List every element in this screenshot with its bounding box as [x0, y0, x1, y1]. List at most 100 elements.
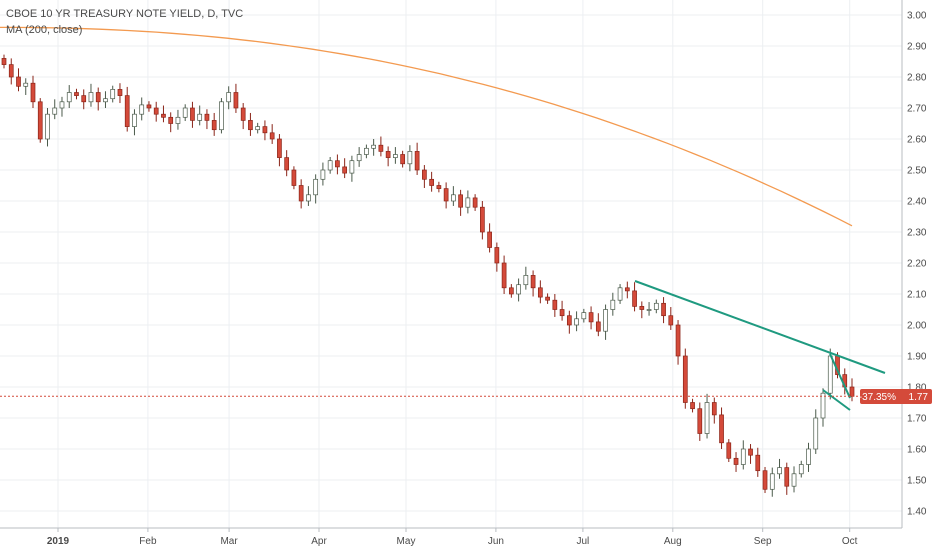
candle[interactable] [762, 466, 768, 494]
trendline-upper[interactable] [634, 280, 886, 374]
candle[interactable] [653, 299, 659, 314]
candle[interactable] [248, 112, 253, 136]
candle[interactable] [769, 467, 775, 497]
candle[interactable] [124, 86, 130, 132]
y-axis[interactable]: 3.00 2.90 2.80 2.70 2.60 2.50 2.40 2.30 2.20 2.10… [907, 11, 927, 518]
candle[interactable] [740, 440, 746, 470]
candle[interactable] [349, 155, 355, 182]
candle[interactable] [704, 393, 710, 439]
candle[interactable] [451, 186, 456, 206]
candle[interactable] [327, 156, 333, 174]
candle[interactable] [429, 171, 434, 192]
candle[interactable] [581, 308, 587, 323]
candle[interactable] [813, 409, 819, 454]
candle[interactable] [393, 147, 398, 164]
candle[interactable] [255, 122, 261, 134]
candle[interactable] [226, 86, 232, 110]
candle[interactable] [313, 174, 319, 204]
candle[interactable] [364, 144, 369, 159]
candle[interactable] [400, 150, 405, 168]
candle[interactable] [624, 281, 630, 299]
candle[interactable] [465, 190, 471, 214]
candle[interactable] [291, 166, 297, 190]
candle[interactable] [1, 54, 7, 69]
candle[interactable] [603, 304, 608, 340]
legend-title[interactable]: CBOE 10 YR TREASURY NOTE YIELD, D, TVC [6, 8, 244, 20]
candle[interactable] [284, 150, 290, 177]
candle[interactable] [117, 83, 123, 104]
candle[interactable] [378, 136, 384, 157]
candle[interactable] [23, 78, 29, 95]
candle[interactable] [523, 266, 529, 290]
candle[interactable] [436, 181, 442, 193]
candle[interactable] [168, 112, 174, 133]
candle[interactable] [675, 320, 681, 365]
x-axis[interactable]: 2019 Feb Mar Apr May Jun Jul Aug Sep Oct [47, 528, 858, 547]
candle[interactable] [588, 306, 594, 330]
candle[interactable] [443, 182, 449, 209]
candle[interactable] [37, 98, 43, 143]
candle[interactable] [820, 388, 826, 427]
candle[interactable] [81, 89, 87, 110]
candle[interactable] [233, 83, 239, 113]
candle[interactable] [161, 105, 166, 123]
candle[interactable] [566, 310, 572, 334]
candle[interactable] [480, 201, 485, 240]
candle[interactable] [501, 255, 507, 294]
candle[interactable] [516, 278, 521, 302]
candle[interactable] [559, 300, 565, 321]
candle[interactable] [103, 91, 108, 108]
candle[interactable] [385, 146, 391, 167]
candle[interactable] [733, 452, 739, 472]
candle[interactable] [407, 145, 413, 172]
candle[interactable] [335, 154, 340, 175]
candle[interactable] [320, 162, 326, 186]
candle[interactable] [95, 87, 101, 111]
candle[interactable] [682, 348, 688, 409]
candle[interactable] [45, 108, 50, 147]
candle[interactable] [16, 68, 21, 92]
candle[interactable] [197, 105, 203, 126]
candle[interactable] [356, 147, 362, 167]
candle[interactable] [472, 194, 478, 211]
candle[interactable] [88, 83, 94, 107]
candle[interactable] [8, 58, 14, 85]
candle[interactable] [240, 103, 246, 130]
candle[interactable] [74, 88, 79, 100]
candle[interactable] [726, 439, 732, 463]
candle[interactable] [748, 444, 753, 464]
candle[interactable] [668, 307, 674, 330]
candle[interactable] [711, 397, 717, 424]
candle[interactable] [849, 378, 855, 402]
candle[interactable] [139, 97, 145, 121]
candle[interactable] [545, 293, 550, 304]
candle[interactable] [537, 280, 543, 304]
candle[interactable] [690, 398, 695, 413]
candle[interactable] [146, 101, 152, 112]
candle[interactable] [755, 447, 761, 477]
candle[interactable] [719, 407, 724, 449]
candle[interactable] [30, 75, 36, 108]
candle[interactable] [552, 294, 558, 317]
candle[interactable] [784, 462, 790, 495]
candle[interactable] [494, 242, 500, 272]
candle[interactable] [798, 460, 804, 478]
candle[interactable] [219, 98, 224, 134]
candle[interactable] [646, 302, 652, 316]
candle[interactable] [610, 292, 616, 316]
candle[interactable] [66, 85, 72, 108]
candle[interactable] [777, 458, 782, 479]
candle[interactable] [211, 112, 217, 136]
candle[interactable] [458, 189, 463, 216]
candle[interactable] [132, 109, 137, 136]
candle[interactable] [175, 109, 181, 130]
candle[interactable] [639, 301, 645, 319]
candle[interactable] [277, 134, 282, 167]
candle[interactable] [617, 284, 623, 304]
ma-line[interactable] [0, 26, 853, 227]
candle[interactable] [182, 104, 188, 122]
candle[interactable] [204, 109, 210, 130]
candle[interactable] [414, 142, 420, 175]
candle[interactable] [306, 186, 311, 206]
legend-indicator[interactable]: MA (200, close) [6, 24, 83, 36]
